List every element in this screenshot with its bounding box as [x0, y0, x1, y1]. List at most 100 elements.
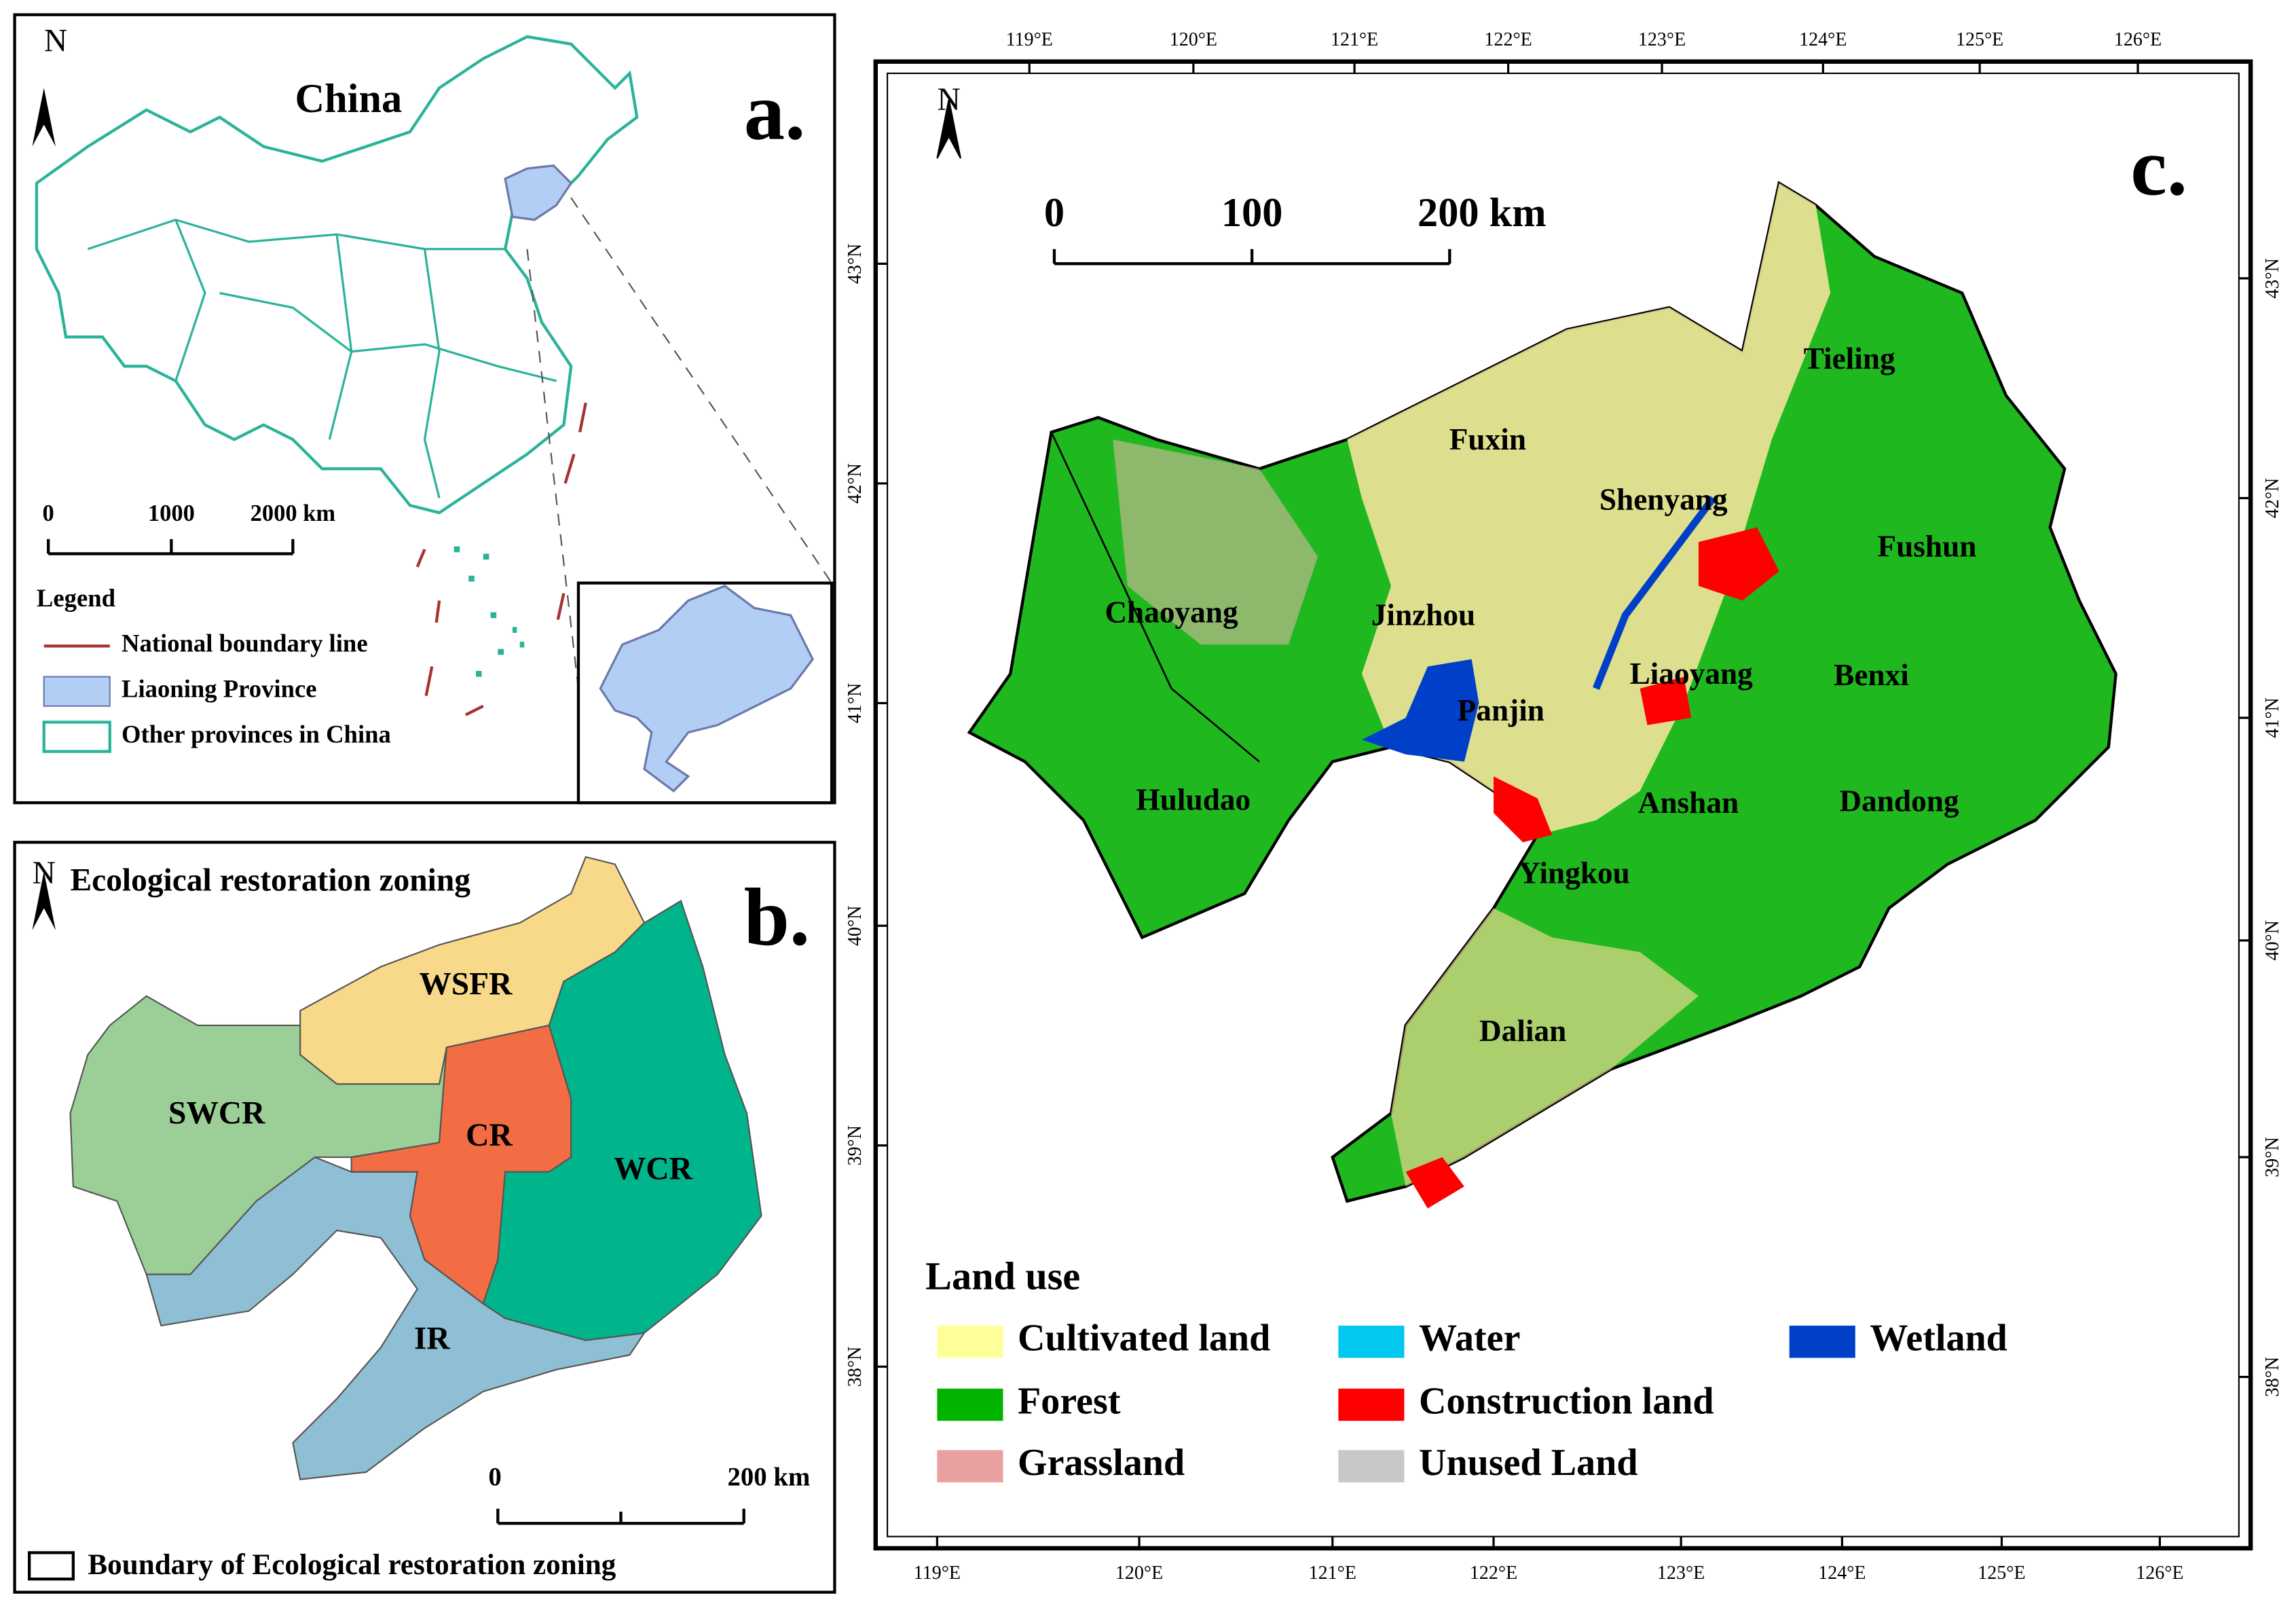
legend-label: Other provinces in China — [122, 720, 391, 748]
construction-area — [1698, 527, 1779, 601]
grassland-area — [1113, 439, 1318, 645]
legend-label: Water — [1419, 1317, 1520, 1360]
city-label: Shenyang — [1599, 482, 1728, 516]
city-label: Tieling — [1804, 342, 1895, 376]
legend-swatch — [1338, 1388, 1405, 1421]
lat-label: 40°N — [2262, 920, 2283, 960]
legend-label: Construction land — [1419, 1380, 1714, 1422]
legend-swatch — [42, 721, 111, 753]
lon-label: 123°E — [1638, 29, 1686, 50]
legend-swatch — [937, 1388, 1003, 1421]
lon-label: 126°E — [2136, 1563, 2183, 1584]
city-label: Panjin — [1458, 693, 1544, 727]
lon-label: 125°E — [1978, 1563, 2025, 1584]
zone-label: SWCR — [168, 1096, 265, 1131]
city-label: Jinzhou — [1371, 598, 1476, 632]
river — [1593, 496, 1716, 690]
scale-label: 0 — [488, 1462, 501, 1491]
city-label: Chaoyang — [1105, 595, 1238, 629]
legend-swatch — [1338, 1450, 1405, 1482]
north-arrow — [936, 99, 961, 159]
scale-label: 0 — [43, 500, 54, 526]
zone-label: IR — [414, 1322, 450, 1357]
legend-title: Land use — [925, 1254, 1080, 1298]
lat-label: 38°N — [845, 1347, 866, 1387]
lon-label: 124°E — [1799, 29, 1847, 50]
zoom-line — [570, 197, 833, 584]
lat-label: 43°N — [845, 244, 866, 284]
city-label: Dalian — [1479, 1014, 1566, 1048]
north-arrow — [32, 871, 56, 930]
legend-swatch — [1338, 1326, 1405, 1358]
north-arrow — [32, 88, 56, 147]
legend-swatch — [43, 676, 111, 707]
province-line — [174, 219, 206, 382]
construction-area — [1494, 776, 1553, 843]
scale-label: 1000 — [148, 500, 195, 526]
legend-label: Liaoning Province — [122, 675, 317, 703]
north-label: N — [33, 856, 56, 891]
legend-swatch — [937, 1450, 1003, 1482]
scale-label: 100 — [1221, 190, 1283, 236]
lat-label: 39°N — [845, 1125, 866, 1165]
legend-swatch — [1789, 1326, 1855, 1358]
panel-c-inner-frame — [886, 72, 2240, 1537]
lat-label: 39°N — [2262, 1137, 2283, 1177]
north-label: N — [44, 24, 67, 59]
city-label: Fuxin — [1449, 422, 1526, 456]
province-line — [87, 218, 506, 251]
lon-label: 125°E — [1956, 29, 2003, 50]
city-label: Dandong — [1839, 784, 1959, 818]
wetland-area — [1361, 659, 1479, 762]
panel-b-frame — [13, 841, 836, 1594]
lat-label: 43°N — [2262, 258, 2283, 298]
province-line — [328, 234, 353, 440]
city-label: Yingkou — [1518, 856, 1629, 890]
legend-label: Unused Land — [1419, 1442, 1638, 1484]
legend-label: Wetland — [1870, 1317, 2007, 1360]
lat-label: 41°N — [2262, 697, 2283, 737]
province-line — [219, 291, 557, 382]
lat-label: 41°N — [845, 683, 866, 723]
legend-label: Forest — [1018, 1380, 1121, 1422]
lat-label: 40°N — [845, 906, 866, 946]
lat-label: 42°N — [845, 463, 866, 503]
zone-label: WCR — [614, 1152, 693, 1187]
legend-title: Legend — [37, 584, 115, 612]
city-label: Liaoyang — [1630, 657, 1754, 691]
national-boundary — [415, 402, 587, 716]
panel-a-title: China — [295, 76, 402, 122]
zone — [482, 899, 762, 1341]
legend-swatch — [27, 1551, 75, 1581]
city-label: Anshan — [1638, 786, 1739, 820]
lon-label: 121°E — [1309, 1563, 1356, 1584]
lon-label: 121°E — [1331, 29, 1378, 50]
scale-label: 0 — [1044, 190, 1064, 236]
panel-label: b. — [744, 872, 810, 963]
lon-label: 126°E — [2114, 29, 2162, 50]
legend-label: Boundary of Ecological restoration zonin… — [88, 1549, 616, 1581]
city-label: Benxi — [1834, 658, 1909, 692]
lon-label: 123°E — [1657, 1563, 1705, 1584]
construction-area — [1640, 676, 1692, 725]
cultivated-area — [1391, 908, 1699, 1187]
panel-b-title: Ecological restoration zoning — [71, 863, 471, 898]
lon-label: 124°E — [1818, 1563, 1866, 1584]
legend-label: Cultivated land — [1018, 1317, 1270, 1360]
panel-label: c. — [2130, 122, 2187, 213]
lat-label: 42°N — [2262, 478, 2283, 518]
legend-label: Grassland — [1018, 1442, 1185, 1484]
zone-label: WSFR — [419, 967, 513, 1002]
lon-label: 122°E — [1470, 1563, 1517, 1584]
liaoning-highlight — [504, 164, 573, 221]
panel-label: a. — [744, 67, 806, 158]
scale-label: 2000 km — [251, 500, 336, 526]
province-line — [423, 249, 441, 498]
legend-label: National boundary line — [122, 630, 368, 657]
legend-swatch — [937, 1326, 1003, 1358]
lon-label: 119°E — [914, 1563, 961, 1584]
lon-label: 122°E — [1484, 29, 1532, 50]
